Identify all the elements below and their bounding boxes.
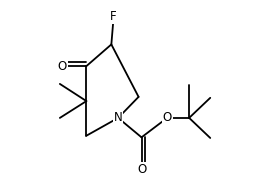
Text: N: N — [114, 111, 122, 124]
Text: O: O — [163, 111, 172, 124]
Text: F: F — [110, 11, 117, 23]
Text: O: O — [137, 163, 146, 176]
Text: O: O — [57, 60, 67, 73]
